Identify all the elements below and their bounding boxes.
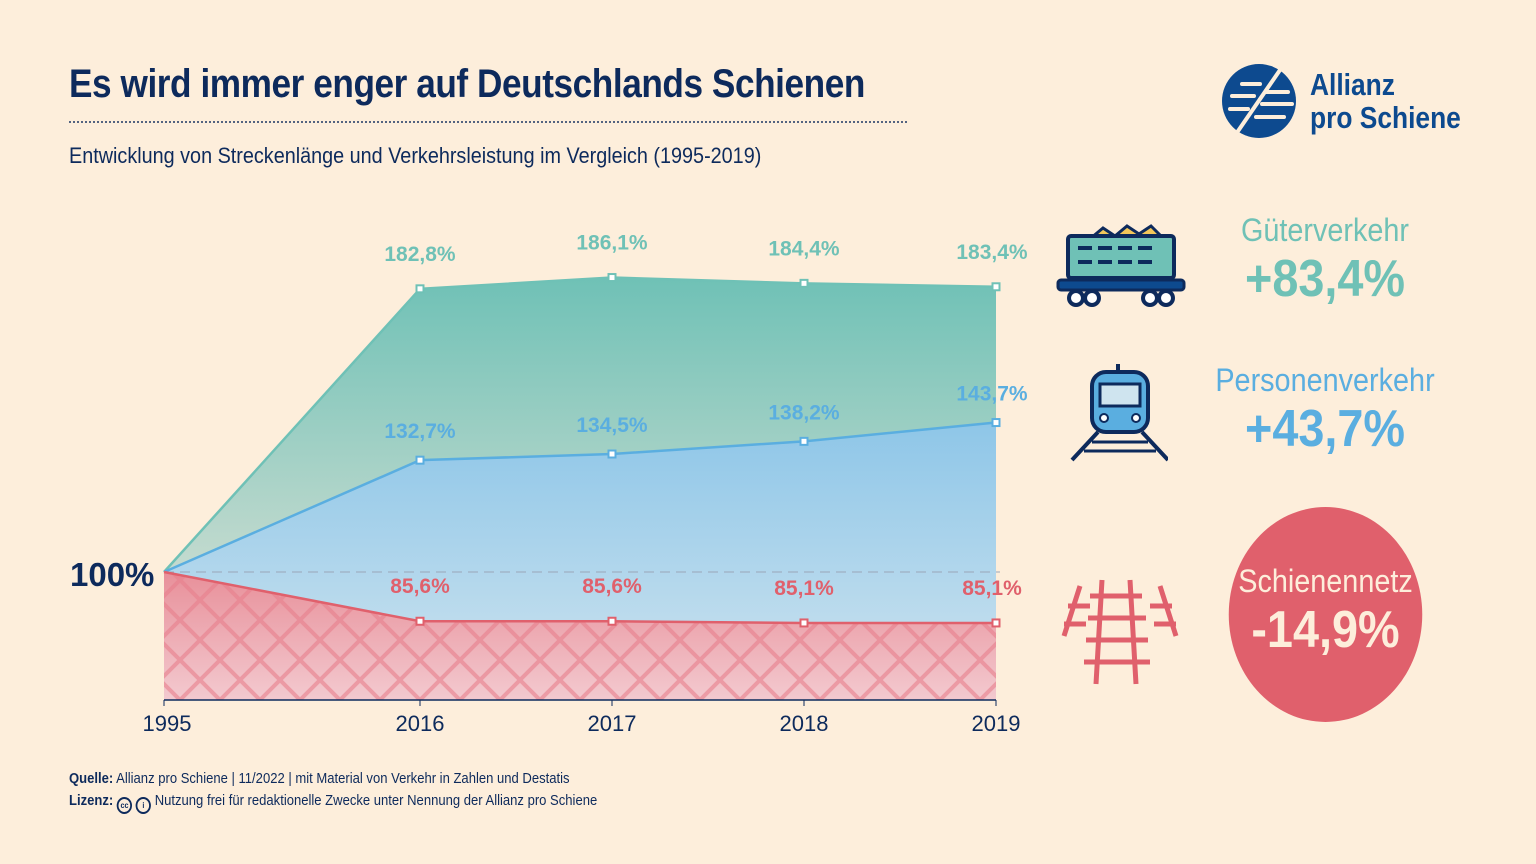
netz-point — [607, 616, 617, 626]
netz-summary: Schienennetz -14,9% — [1228, 507, 1423, 722]
source-label: Quelle: — [69, 771, 114, 787]
subtitle: Entwicklung von Streckenlänge und Verkeh… — [69, 143, 762, 168]
logo-icon — [1222, 64, 1296, 138]
gueter-data-label: 183,4% — [956, 241, 1028, 264]
summary-label: Personenverkehr — [1215, 362, 1435, 398]
personen-summary: Personenverkehr +43,7% — [1190, 362, 1460, 459]
gueter-data-label: 186,1% — [576, 232, 648, 255]
gueter-point — [799, 278, 809, 288]
source-text: Allianz pro Schiene | 11/2022 | mit Mate… — [116, 771, 570, 787]
netz-point — [799, 618, 809, 628]
netz-data-label: 85,1% — [962, 577, 1022, 600]
personen-data-label: 138,2% — [768, 401, 840, 424]
gueter-data-label: 184,4% — [768, 237, 840, 260]
footer: Quelle: Allianz pro Schiene | 11/2022 | … — [69, 768, 597, 814]
x-tick-label: 2019 — [972, 711, 1021, 736]
logo: Allianz pro Schiene — [1222, 64, 1487, 138]
x-tick-label: 1995 — [143, 711, 192, 736]
logo-line1: Allianz — [1310, 67, 1395, 102]
by-icon: i — [135, 797, 152, 814]
train-icon — [1068, 362, 1170, 467]
summary-value: +43,7% — [1244, 400, 1406, 458]
page-title: Es wird immer enger auf Deutschlands Sch… — [69, 62, 865, 106]
personen-data-label: 132,7% — [384, 420, 456, 443]
summary-label: Schienennetz — [1238, 563, 1413, 599]
personen-point — [799, 436, 809, 446]
netz-hatch — [164, 572, 996, 700]
gueter-point — [991, 282, 1001, 292]
personen-data-label: 143,7% — [956, 383, 1028, 406]
gueter-point — [607, 273, 617, 283]
netz-data-label: 85,6% — [582, 575, 642, 598]
license-text: Nutzung frei für redaktionelle Zwecke un… — [154, 793, 598, 809]
gueter-data-label: 182,8% — [384, 243, 456, 266]
logo-line2: pro Schiene — [1310, 100, 1461, 135]
personen-point — [415, 455, 425, 465]
personen-data-label: 134,5% — [576, 414, 648, 437]
summary-value: +83,4% — [1244, 250, 1406, 308]
gueter-summary: Güterverkehr +83,4% — [1190, 212, 1460, 309]
personen-point — [991, 418, 1001, 428]
x-tick-label: 2016 — [396, 711, 445, 736]
title-divider — [69, 121, 907, 123]
rail-track-icon — [1060, 576, 1180, 691]
summary-label: Güterverkehr — [1240, 212, 1410, 248]
summary-value: -14,9% — [1251, 601, 1400, 659]
x-tick-label: 2017 — [588, 711, 637, 736]
freight-wagon-icon — [1056, 218, 1186, 318]
personen-point — [607, 449, 617, 459]
cc-icon: cc — [116, 797, 133, 814]
license-label: Lizenz: — [69, 793, 114, 809]
gueter-point — [415, 284, 425, 294]
netz-data-label: 85,1% — [774, 577, 834, 600]
baseline-label: 100% — [70, 556, 154, 593]
x-tick-label: 2018 — [780, 711, 829, 736]
netz-point — [991, 618, 1001, 628]
netz-data-label: 85,6% — [390, 575, 450, 598]
netz-point — [415, 616, 425, 626]
